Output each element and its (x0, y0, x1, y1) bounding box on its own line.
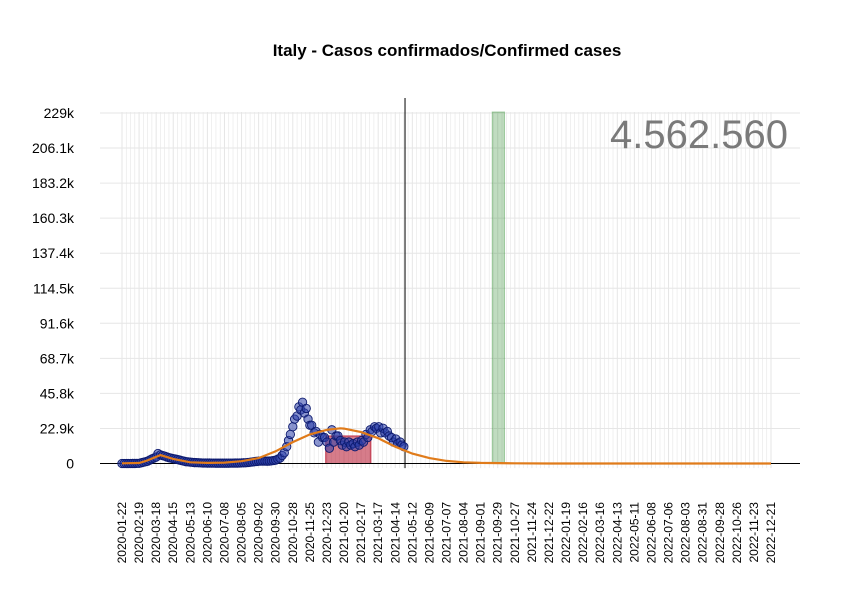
y-tick-label: 114.5k (33, 280, 75, 296)
y-tick-label: 22.9k (40, 420, 75, 436)
x-tick-label: 2021-10-27 (508, 502, 522, 564)
y-tick-label: 91.6k (40, 315, 75, 331)
green-band (491, 111, 505, 464)
x-tick-label: 2022-03-16 (593, 502, 607, 564)
grid (100, 112, 800, 469)
y-tick-label: 68.7k (40, 350, 75, 366)
x-tick-label: 2021-08-04 (457, 502, 471, 564)
x-tick-label: 2020-02-19 (132, 502, 146, 564)
x-tick-label: 2020-12-23 (320, 502, 334, 564)
x-tick-label: 2021-12-22 (542, 502, 556, 564)
x-tick-label: 2021-11-24 (525, 502, 539, 563)
y-tick-label: 183.2k (32, 175, 75, 191)
x-tick-label: 2020-08-05 (235, 502, 249, 564)
x-tick-label: 2021-02-17 (354, 502, 368, 564)
y-tick-label: 160.3k (32, 210, 75, 226)
x-tick-label: 2021-04-14 (388, 502, 402, 564)
x-tick-label: 2020-09-30 (269, 502, 283, 564)
y-tick-label: 0 (66, 456, 74, 472)
y-tick-label: 137.4k (32, 245, 75, 261)
x-tick-label: 2021-03-17 (371, 502, 385, 564)
x-tick-label: 2021-09-01 (474, 502, 488, 564)
x-tick-label: 2020-06-10 (200, 502, 214, 564)
x-tick-label: 2020-01-22 (115, 502, 129, 564)
y-ticks: 0 22.9k 45.8k 68.7k 91.6k 114.5k 137.4k 160.3k 1… (32, 105, 75, 472)
y-tick-label: 229k (44, 105, 75, 121)
y-tick-label: 206.1k (32, 140, 75, 156)
x-tick-label: 2022-05-11 (627, 502, 641, 563)
x-tick-label: 2022-10-26 (730, 502, 744, 564)
x-tick-label: 2021-09-29 (491, 502, 505, 564)
data-point (288, 422, 298, 432)
x-tick-label: 2021-01-20 (337, 502, 351, 564)
x-ticks: 2020-01-22 2020-02-19 2020-03-18 2020-04-15… (115, 502, 778, 564)
x-tick-label: 2022-06-08 (644, 502, 658, 564)
x-tick-label: 2021-05-12 (405, 502, 419, 564)
x-tick-label: 2022-02-16 (576, 502, 590, 564)
x-tick-label: 2020-09-02 (252, 502, 266, 564)
x-tick-label: 2021-06-09 (422, 502, 436, 564)
x-tick-label: 2020-10-28 (286, 502, 300, 564)
x-tick-label: 2020-11-25 (303, 502, 317, 563)
x-tick-label: 2020-07-08 (217, 502, 231, 564)
chart-title: Italy - Casos confirmados/Confirmed case… (273, 41, 622, 60)
x-tick-label: 2022-07-06 (662, 502, 676, 564)
fit-curve (121, 427, 771, 465)
x-tick-label: 2020-05-13 (183, 502, 197, 564)
x-tick-label: 2022-01-19 (559, 502, 573, 564)
x-tick-label: 2020-04-15 (166, 502, 180, 564)
fit-curve-group (121, 427, 771, 465)
x-tick-label: 2022-09-28 (713, 502, 727, 564)
x-tick-label: 2022-08-03 (679, 502, 693, 564)
y-tick-label: 45.8k (40, 385, 75, 401)
x-tick-label: 2020-03-18 (149, 502, 163, 564)
x-tick-label: 2022-11-23 (747, 502, 761, 563)
x-tick-label: 2021-07-07 (440, 502, 454, 564)
total-cases-label: 4.562.560 (610, 113, 788, 157)
data-point (285, 429, 295, 440)
x-tick-label: 2022-12-21 (764, 502, 778, 564)
x-tick-label: 2022-08-31 (696, 502, 710, 564)
x-tick-label: 2022-04-13 (610, 502, 624, 564)
data-point (301, 403, 311, 414)
